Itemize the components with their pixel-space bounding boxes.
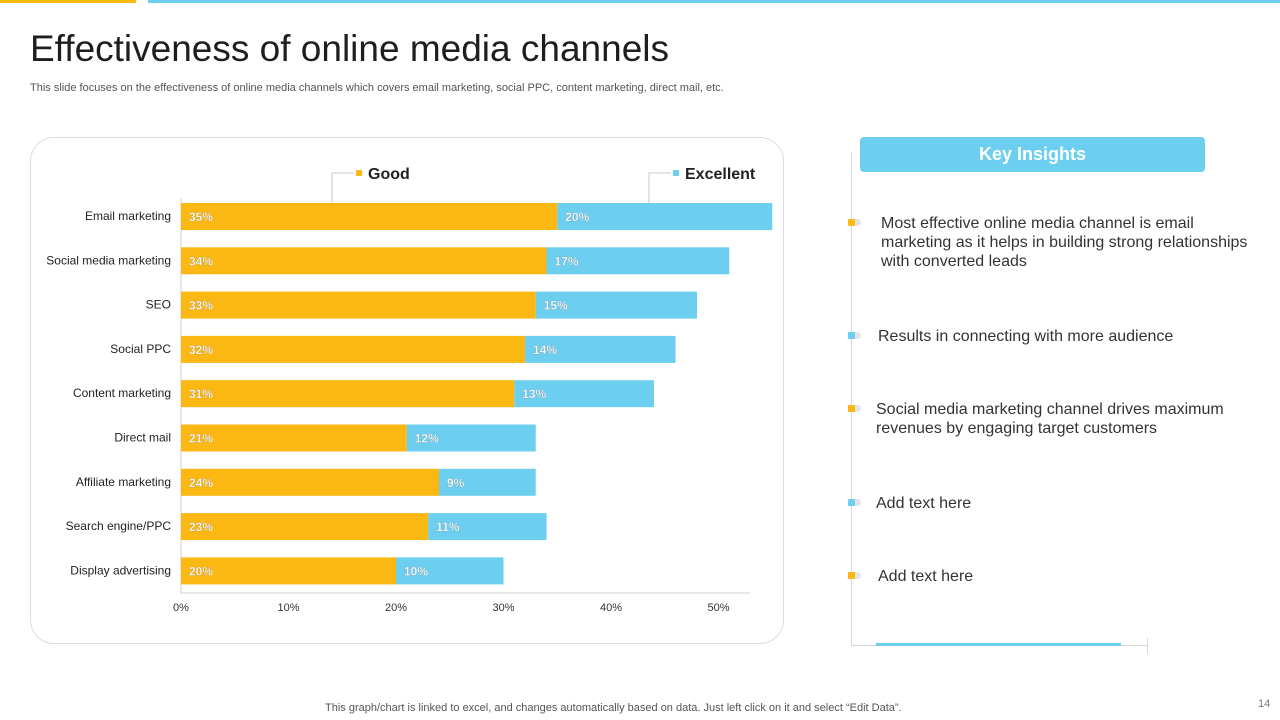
legend-label: Excellent xyxy=(685,166,756,183)
insight-bullet xyxy=(848,219,861,226)
insight-text-2: Results in connecting with more audience xyxy=(878,328,1174,345)
legend-swatch xyxy=(673,170,679,176)
bar-good xyxy=(181,247,547,275)
insight-text-4: Add text here xyxy=(876,495,972,512)
legend-swatch xyxy=(356,170,362,176)
bar-excellent xyxy=(428,513,547,541)
insights-accent-line xyxy=(876,643,1121,646)
category-label: SEO xyxy=(146,298,171,312)
x-tick-label: 40% xyxy=(600,602,622,614)
legend-leader-line xyxy=(331,172,354,203)
x-tick-label: 20% xyxy=(385,602,407,614)
bar-excellent xyxy=(396,557,504,585)
page-title: Effectiveness of online media channels xyxy=(30,28,669,69)
category-label: Direct mail xyxy=(114,431,171,445)
data-label: 12% xyxy=(415,432,439,446)
insight-bullet xyxy=(848,405,861,412)
bar-good xyxy=(181,335,525,363)
data-label: 20% xyxy=(189,564,213,578)
bar-chart: 0% 10% 20% 30% 40% 50% Email marketing 35% 20% So… xyxy=(46,166,773,614)
footer-note: This graph/chart is linked to excel, and… xyxy=(325,702,902,714)
insight-bullet xyxy=(848,572,861,579)
insight-bullet xyxy=(848,332,861,339)
top-accent-bar-yellow xyxy=(0,0,136,3)
legend-label: Good xyxy=(368,166,410,183)
insight-text-3: Social media marketing channel drives ma… xyxy=(876,401,1224,437)
bar-good xyxy=(181,424,407,452)
category-label: Display advertising xyxy=(70,563,171,577)
x-tick-label: 10% xyxy=(277,602,299,614)
insight-text-1: Most effective online media channel is e… xyxy=(881,215,1248,270)
data-label: 20% xyxy=(565,210,589,224)
data-label: 35% xyxy=(189,210,213,224)
insight-text-5: Add text here xyxy=(878,568,974,585)
key-insights-header: Key Insights xyxy=(860,137,1205,172)
data-label: 14% xyxy=(533,343,557,357)
data-label: 33% xyxy=(189,299,213,313)
data-label: 13% xyxy=(522,387,546,401)
bar-excellent xyxy=(557,203,773,230)
category-label: Email marketing xyxy=(85,209,171,223)
data-label: 32% xyxy=(189,343,213,357)
page-subtitle: This slide focuses on the effectiveness … xyxy=(30,82,724,94)
bar-excellent xyxy=(514,380,654,408)
bar-excellent xyxy=(546,247,730,275)
top-accent-bar-blue xyxy=(148,0,1280,3)
data-label: 11% xyxy=(436,520,460,534)
category-label: Social PPC xyxy=(110,342,171,356)
data-label: 21% xyxy=(189,432,213,446)
bar-good xyxy=(181,203,558,230)
bar-excellent xyxy=(535,291,697,319)
page-number: 14 xyxy=(1258,698,1271,710)
data-label: 31% xyxy=(189,387,213,401)
bar-good xyxy=(181,513,429,541)
bar-good xyxy=(181,291,536,319)
data-label: 23% xyxy=(189,520,213,534)
data-label: 24% xyxy=(189,476,213,490)
bar-good xyxy=(181,380,515,408)
data-label: 17% xyxy=(555,254,579,268)
legend-leader-line xyxy=(648,172,671,203)
category-label: Affiliate marketing xyxy=(76,475,171,489)
data-label: 15% xyxy=(544,299,568,313)
x-tick-label: 30% xyxy=(492,602,514,614)
category-label: Social media marketing xyxy=(46,253,171,267)
insights-timeline xyxy=(851,152,852,646)
bar-excellent xyxy=(406,424,536,452)
insight-bullet xyxy=(848,499,861,506)
data-label: 10% xyxy=(404,564,428,578)
bar-good xyxy=(181,557,396,585)
data-label: 34% xyxy=(189,254,213,268)
x-tick-label: 0% xyxy=(173,602,189,614)
x-tick-label: 50% xyxy=(707,602,729,614)
category-label: Search engine/PPC xyxy=(66,519,172,533)
insights-end-tick xyxy=(1147,638,1148,654)
bar-good xyxy=(181,468,439,496)
bar-excellent xyxy=(439,468,536,496)
category-label: Content marketing xyxy=(73,386,171,400)
data-label: 9% xyxy=(447,476,465,490)
chart-panel xyxy=(30,137,784,644)
bar-excellent xyxy=(525,335,676,363)
